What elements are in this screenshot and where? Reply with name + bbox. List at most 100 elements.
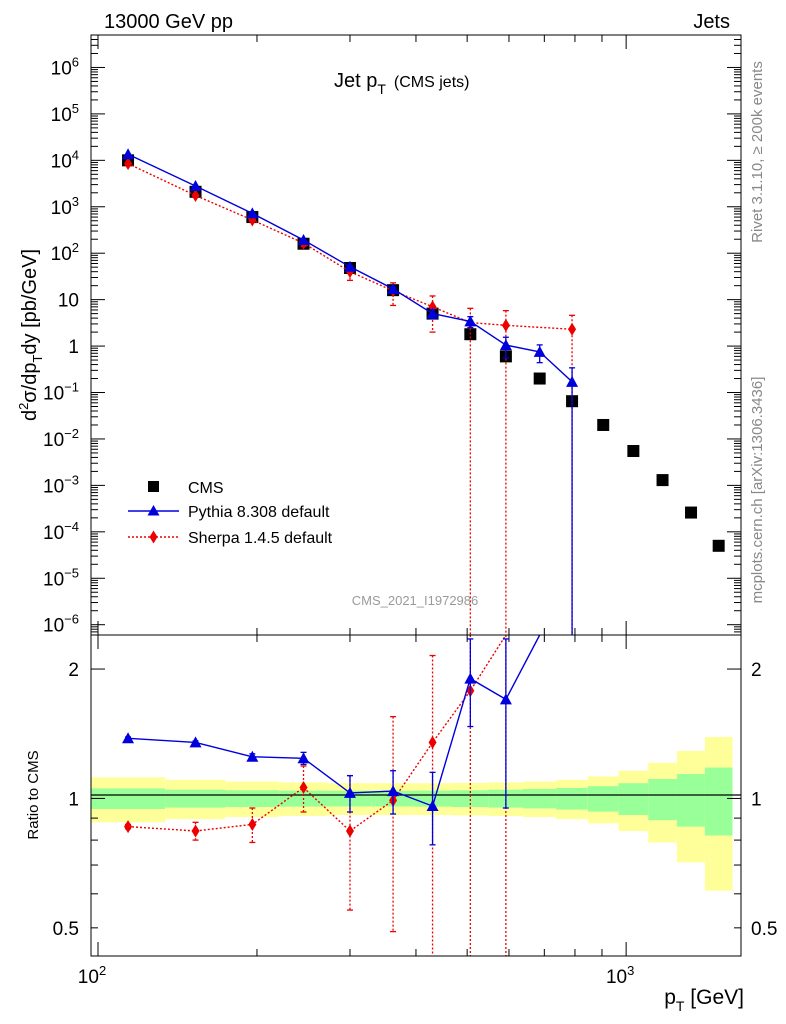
data-point [299, 781, 308, 795]
band-inner [618, 783, 649, 816]
y-tick-label: 1 [68, 789, 79, 810]
top-data-layer [122, 148, 725, 635]
legend-pythia-marker [147, 505, 160, 516]
x-axis-label: pT [GeV] [664, 986, 744, 1014]
data-point [343, 260, 356, 272]
legend-cms-label: CMS [188, 480, 224, 497]
data-point [246, 207, 259, 219]
legend-cms-marker [148, 481, 159, 492]
y-tick-label: 103 [51, 194, 79, 219]
y-tick-label: 10−4 [43, 519, 79, 544]
series-line [127, 634, 541, 808]
data-point [297, 752, 310, 764]
band-inner [91, 788, 166, 810]
band-inner [225, 790, 279, 808]
band-inner [165, 789, 226, 808]
plot-title-sub: T [377, 81, 386, 97]
y-tick-label-right: 2 [751, 660, 762, 681]
data-point [122, 732, 135, 744]
data-point [124, 820, 133, 834]
series-line [127, 162, 573, 330]
ratio-y-axis-label: Ratio to CMS [25, 750, 42, 839]
y-tick-label: 1 [68, 337, 79, 358]
band-inner [704, 767, 733, 836]
ratio-y-tick-labels: 2 2 1 1 0.5 0.5 [53, 660, 778, 940]
data-point [191, 188, 200, 202]
top-y-tick-labels: 10610510410310210110−110−210−310−410−510… [43, 54, 79, 636]
x-tick-labels: 102 103 [78, 963, 635, 988]
data-point [656, 474, 669, 487]
data-point [464, 672, 477, 684]
data-point [533, 372, 546, 385]
band-inner [587, 786, 619, 812]
legend: CMS Pythia 8.308 default Sherpa 1.4.5 de… [128, 480, 333, 547]
y-tick-label: 10−1 [43, 380, 79, 405]
data-point [501, 318, 510, 332]
top-y-axis-label: d2σ/dpTdy [pb/GeV] [16, 249, 45, 421]
band-inner [556, 787, 588, 810]
data-point [387, 785, 400, 797]
y-tick-label: 0.5 [53, 919, 79, 940]
data-point [189, 180, 202, 192]
data-point [343, 786, 356, 798]
ratio-minor-ticks [91, 635, 741, 956]
band-inner [523, 788, 557, 809]
plot-title: Jet pT (CMS jets) [334, 70, 469, 97]
data-point [345, 824, 354, 838]
header-right: Jets [693, 11, 730, 33]
data-point [499, 339, 512, 351]
band-inner [648, 778, 677, 821]
rivet-side-label: Rivet 3.1.10, ≥ 200k events [749, 61, 766, 243]
data-point [685, 506, 698, 519]
data-point [499, 693, 512, 705]
data-point [189, 736, 202, 748]
band-inner [676, 773, 705, 827]
mcplots-side-label: mcplots.cern.ch [arXiv:1306.3436] [749, 376, 766, 604]
y-tick-label: 106 [51, 54, 79, 79]
ratio-panel: 2 2 1 1 0.5 0.5 102 103 Ratio to CMS pT [GeV] [25, 634, 778, 1014]
ratio-band-layer [91, 736, 733, 891]
data-point [428, 735, 437, 749]
y-tick-label-right: 0.5 [751, 919, 777, 940]
y-tick-label: 2 [68, 660, 79, 681]
y-tick-label: 10−6 [43, 612, 79, 637]
legend-pythia-label: Pythia 8.308 default [188, 504, 330, 521]
x-tick-label: 102 [78, 963, 106, 988]
data-point [426, 800, 439, 812]
legend-sherpa-marker [149, 530, 158, 544]
series-line [127, 634, 507, 832]
data-point [533, 345, 546, 357]
legend-sherpa-label: Sherpa 1.4.5 default [188, 530, 333, 547]
ratio-frame [90, 634, 742, 957]
y-tick-label: 10−3 [43, 472, 79, 497]
data-point [568, 322, 577, 336]
data-point [597, 418, 610, 431]
data-point [387, 282, 400, 294]
y-tick-label: 10−2 [43, 426, 79, 451]
ratio-data-layer [122, 634, 541, 956]
top-panel: 10610510410310210110−110−210−310−410−510… [16, 11, 742, 637]
data-point [246, 750, 259, 762]
x-tick-label: 103 [606, 963, 634, 988]
data-point [297, 234, 310, 246]
y-tick-label: 10 [58, 291, 79, 312]
data-point [124, 157, 133, 171]
plot-title-suffix: (CMS jets) [394, 74, 470, 91]
y-tick-label: 105 [51, 101, 79, 126]
plot-title-main: Jet p [334, 70, 377, 92]
data-point [627, 445, 640, 458]
y-tick-label: 102 [51, 240, 79, 265]
data-point [566, 375, 579, 387]
data-point [122, 148, 135, 160]
data-point [248, 817, 257, 831]
watermark: CMS_2021_I1972986 [352, 593, 479, 608]
y-tick-label: 10−5 [43, 565, 79, 590]
y-tick-label-right: 1 [751, 789, 762, 810]
y-tick-label: 104 [51, 147, 79, 172]
header-left: 13000 GeV pp [104, 11, 233, 33]
data-point [464, 315, 477, 327]
data-point [426, 307, 439, 319]
data-point [712, 539, 725, 552]
data-point [191, 824, 200, 838]
